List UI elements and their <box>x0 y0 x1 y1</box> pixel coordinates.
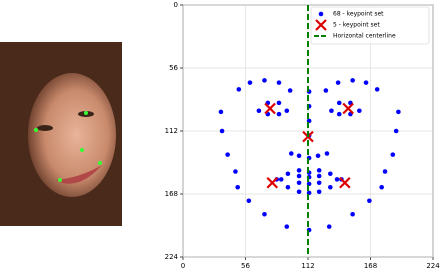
keypoint-68 <box>262 211 267 217</box>
keypoint-68 <box>363 80 369 85</box>
keypoint-68 <box>276 111 282 117</box>
keypoint-5 <box>266 176 279 189</box>
legend-box <box>310 6 430 45</box>
keypoint-68 <box>316 189 322 195</box>
keypoint-68 <box>324 151 330 156</box>
keypoint-68 <box>326 224 332 229</box>
y-tick-label: 168 <box>165 190 178 198</box>
keypoint-68 <box>233 169 238 174</box>
keypoint-5 <box>339 176 351 189</box>
keypoint-68 <box>219 128 225 134</box>
keypoint-68 <box>288 151 294 156</box>
keypoint-68 <box>296 153 302 159</box>
keypoint-68 <box>393 128 399 134</box>
x-tick-label: 224 <box>426 262 440 268</box>
x-tick-label: 112 <box>301 262 314 268</box>
keypoint-68 <box>276 100 282 106</box>
keypoint-68 <box>296 168 302 173</box>
keypoint-68 <box>357 108 362 114</box>
legend-label: 5 - keypoint set <box>333 22 380 29</box>
keypoint-68 <box>367 198 372 204</box>
keypoint-5 <box>264 102 276 115</box>
keypoint-68 <box>335 80 341 85</box>
keypoint-68 <box>315 153 321 159</box>
keypoint-68 <box>225 152 230 157</box>
keypoint-68 <box>316 173 322 179</box>
keypoint-68 <box>236 87 242 92</box>
keypoint-68 <box>262 78 267 83</box>
keypoint-68 <box>296 189 302 195</box>
keypoint-68 <box>329 108 334 114</box>
keypoint-68 <box>296 180 302 186</box>
keypoint-68 <box>246 198 252 204</box>
keypoint-68 <box>285 184 291 190</box>
keypoint-68 <box>316 168 322 173</box>
keypoint-68 <box>247 80 253 85</box>
keypoint-68 <box>296 173 302 179</box>
x-tick-label: 168 <box>364 262 377 268</box>
keypoint-68 <box>278 177 284 182</box>
y-tick-label: 0 <box>174 1 178 9</box>
keypoint-68 <box>336 111 342 117</box>
x-tick-label: 56 <box>241 262 250 268</box>
keypoint-68 <box>374 87 380 92</box>
y-tick-label: 112 <box>165 127 178 135</box>
keypoint-68 <box>350 211 355 217</box>
x-tick-label: 0 <box>181 262 185 268</box>
y-tick-label: 224 <box>165 253 179 261</box>
face-photo <box>0 42 122 226</box>
keypoint-68 <box>382 169 388 174</box>
keypoint-68 <box>328 184 333 190</box>
keypoint-68 <box>256 108 262 114</box>
y-tick-label: 56 <box>169 64 178 72</box>
keypoint-68 <box>218 109 224 115</box>
keypoint-68 <box>235 184 240 190</box>
keypoint-68 <box>350 78 355 83</box>
keypoint-68 <box>316 180 322 186</box>
legend-symbol <box>318 11 324 17</box>
legend-symbol <box>315 19 327 31</box>
keypoint-68 <box>390 152 396 157</box>
keypoint-68 <box>336 100 342 106</box>
keypoint-68 <box>276 80 282 85</box>
keypoint-68 <box>334 177 340 182</box>
keypoint-68 <box>379 184 384 190</box>
legend-label: 68 - keypoint set <box>333 11 384 18</box>
keypoint-68 <box>284 108 290 114</box>
keypoint-68 <box>285 171 291 177</box>
legend-label: Horizontal centerline <box>333 33 396 40</box>
keypoint-5 <box>342 102 354 115</box>
keypoint-68 <box>284 224 290 229</box>
keypoint-68 <box>323 88 329 93</box>
keypoint-68 <box>287 88 293 93</box>
keypoint-68 <box>328 171 333 177</box>
keypoint-68 <box>396 109 401 115</box>
